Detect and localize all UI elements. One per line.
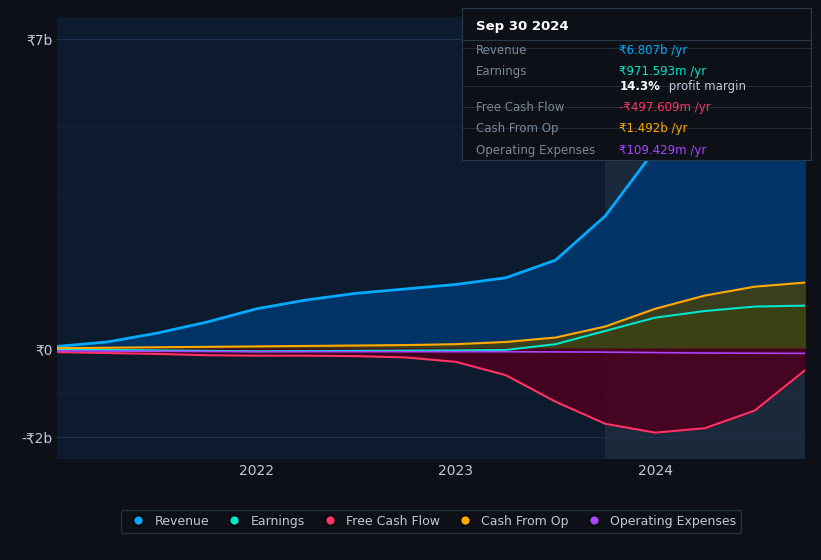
Text: profit margin: profit margin <box>665 80 745 93</box>
Text: ₹1.492b /yr: ₹1.492b /yr <box>619 123 688 136</box>
Bar <box>605 17 805 459</box>
Text: Earnings: Earnings <box>476 65 528 78</box>
Text: Sep 30 2024: Sep 30 2024 <box>476 21 569 34</box>
Text: Free Cash Flow: Free Cash Flow <box>476 101 565 114</box>
Legend: Revenue, Earnings, Free Cash Flow, Cash From Op, Operating Expenses: Revenue, Earnings, Free Cash Flow, Cash … <box>121 510 741 533</box>
Text: Revenue: Revenue <box>476 44 528 57</box>
Text: ₹109.429m /yr: ₹109.429m /yr <box>619 143 707 157</box>
Text: ₹6.807b /yr: ₹6.807b /yr <box>619 44 687 57</box>
Text: ₹971.593m /yr: ₹971.593m /yr <box>619 65 707 78</box>
Text: Operating Expenses: Operating Expenses <box>476 143 595 157</box>
Text: 14.3%: 14.3% <box>619 80 660 93</box>
Text: -₹497.609m /yr: -₹497.609m /yr <box>619 101 711 114</box>
Text: Cash From Op: Cash From Op <box>476 123 558 136</box>
